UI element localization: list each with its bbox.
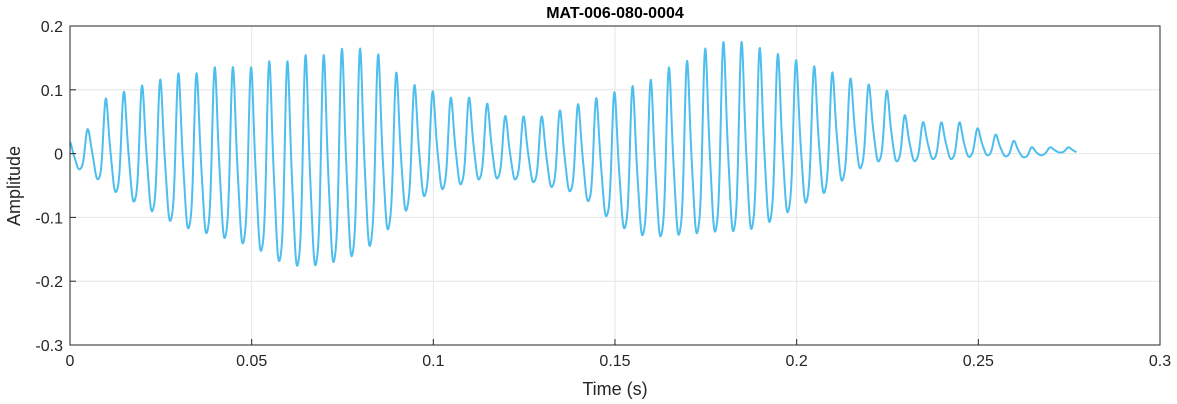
y-tick-label: -0.3 <box>35 338 63 355</box>
plot-area <box>70 40 1077 267</box>
x-tick-label: 0.2 <box>786 353 808 370</box>
series-line <box>70 40 1077 267</box>
y-tick-label: 0.2 <box>41 19 63 36</box>
y-axis-label: Amplitude <box>4 146 24 226</box>
x-axis-label: Time (s) <box>582 379 647 399</box>
chart-title: MAT-006-080-0004 <box>546 5 684 22</box>
x-tick-label: 0.3 <box>1149 353 1171 370</box>
y-tick-label: 0.1 <box>41 83 63 100</box>
x-axis: 0 0.05 0.1 0.15 0.2 0.25 0.3 <box>66 339 1171 370</box>
y-tick-label: -0.1 <box>35 210 63 227</box>
y-axis: -0.3 -0.2 -0.1 0 0.1 0.2 <box>35 19 76 355</box>
y-tick-label: 0 <box>54 147 63 164</box>
x-tick-label: 0.15 <box>599 353 630 370</box>
x-tick-label: 0.1 <box>422 353 444 370</box>
x-tick-label: 0 <box>66 353 75 370</box>
x-tick-label: 0.05 <box>236 353 267 370</box>
x-tick-label: 0.25 <box>963 353 994 370</box>
y-tick-label: -0.2 <box>35 274 63 291</box>
